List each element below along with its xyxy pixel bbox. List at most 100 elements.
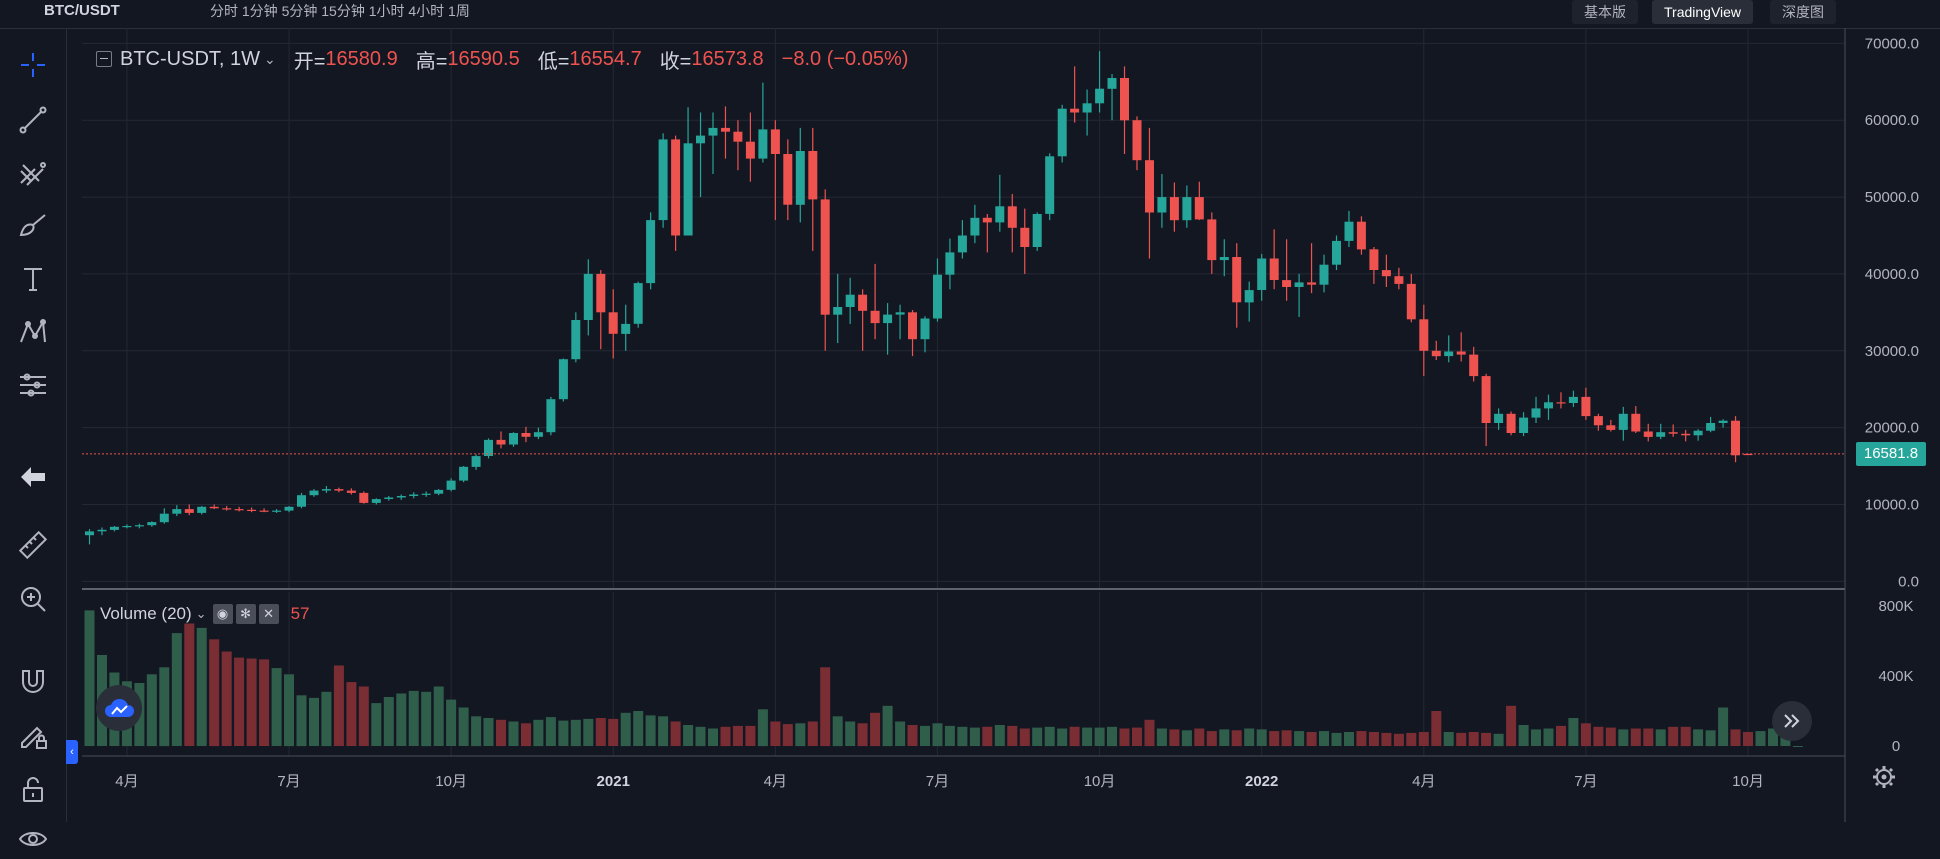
price-tick-label: 40000.0 bbox=[1865, 266, 1919, 283]
crosshair-icon[interactable] bbox=[13, 45, 53, 85]
candle bbox=[1394, 267, 1404, 290]
candle bbox=[982, 214, 992, 253]
collapse-toolbar-icon[interactable]: ‹ bbox=[66, 740, 78, 764]
candle bbox=[1606, 419, 1616, 432]
gear-icon[interactable]: ✻ bbox=[235, 604, 256, 624]
text-icon[interactable] bbox=[13, 259, 53, 299]
volume-bar bbox=[1743, 732, 1753, 746]
tab-tradingview[interactable]: TradingView bbox=[1652, 0, 1754, 24]
gear-icon[interactable] bbox=[1873, 766, 1895, 788]
symbol-label[interactable]: BTC-USDT, 1W bbox=[120, 47, 260, 70]
tab-depth[interactable]: 深度图 bbox=[1770, 0, 1836, 24]
price-chart[interactable]: 70000.0 60000.0 50000.0 40000.0 30000.0 20000… bbox=[0, 0, 1940, 822]
zoom-in-icon[interactable] bbox=[13, 579, 53, 619]
ruler-icon[interactable] bbox=[13, 525, 53, 565]
volume-bar bbox=[209, 639, 220, 747]
close-icon[interactable]: ✕ bbox=[258, 604, 279, 624]
candle bbox=[1731, 416, 1740, 463]
candle bbox=[571, 312, 581, 363]
back-arrow-icon[interactable] bbox=[13, 457, 53, 497]
candle bbox=[184, 504, 194, 516]
candle bbox=[1269, 229, 1279, 290]
volume-bar bbox=[820, 667, 831, 747]
change-value: −8.0 (−0.05%) bbox=[781, 47, 909, 70]
volume-bar bbox=[845, 721, 856, 746]
volume-title[interactable]: Volume (20) bbox=[100, 604, 192, 623]
candle bbox=[1194, 181, 1204, 221]
last-price-label: 16581.8 bbox=[1856, 442, 1926, 466]
volume-bar bbox=[346, 682, 357, 746]
pair-title[interactable]: BTC/USDT bbox=[44, 2, 120, 19]
candle bbox=[1668, 424, 1678, 437]
volume-axis[interactable]: 800K 400K 0 bbox=[1878, 598, 1913, 755]
volume-bar bbox=[1119, 728, 1130, 746]
candle bbox=[1631, 406, 1641, 433]
candle bbox=[758, 82, 768, 163]
low-label: 低= bbox=[537, 50, 570, 73]
candle bbox=[1107, 74, 1117, 121]
volume-bar bbox=[1381, 732, 1392, 746]
candle bbox=[1356, 216, 1366, 255]
candle bbox=[1581, 387, 1591, 420]
volume-bar bbox=[1231, 730, 1242, 747]
magnet-icon[interactable] bbox=[13, 661, 53, 701]
candle bbox=[1332, 235, 1341, 271]
volume-bar bbox=[1132, 727, 1142, 746]
candle bbox=[1157, 174, 1167, 228]
brush-icon[interactable] bbox=[13, 205, 53, 245]
volume-bar bbox=[84, 610, 95, 746]
candle bbox=[546, 396, 556, 436]
volume-bar bbox=[1319, 731, 1329, 746]
candle bbox=[409, 492, 419, 499]
eye-icon[interactable] bbox=[13, 819, 53, 859]
unlock-icon[interactable] bbox=[13, 769, 53, 809]
trend-line-icon[interactable] bbox=[13, 100, 53, 140]
pattern-icon[interactable] bbox=[13, 312, 53, 352]
candle bbox=[434, 489, 444, 496]
price-axis[interactable]: 70000.0 60000.0 50000.0 40000.0 30000.0 20000… bbox=[1865, 35, 1919, 590]
volume-bar bbox=[284, 674, 294, 747]
scroll-right-icon[interactable] bbox=[1772, 701, 1812, 741]
lock-pencil-icon[interactable] bbox=[13, 715, 53, 755]
candle bbox=[933, 258, 942, 322]
candle bbox=[234, 506, 244, 512]
tab-basic[interactable]: 基本版 bbox=[1572, 0, 1638, 24]
volume-bar bbox=[1057, 728, 1068, 746]
volume-bar bbox=[1032, 727, 1043, 746]
volume-bar bbox=[1655, 729, 1666, 746]
volume-bar bbox=[1755, 731, 1766, 746]
price-tick-label: 60000.0 bbox=[1865, 112, 1919, 129]
candle bbox=[309, 489, 319, 497]
candle bbox=[1656, 423, 1666, 440]
volume-bar bbox=[670, 721, 681, 746]
forecast-icon[interactable] bbox=[13, 365, 53, 405]
time-axis[interactable]: 4月 7月 10月 2021 4月 7月 10月 2022 4月 7月 10月 bbox=[115, 773, 1764, 790]
candle bbox=[1681, 429, 1691, 442]
chevron-down-icon[interactable]: ⌄ bbox=[264, 50, 276, 67]
volume-bar bbox=[521, 723, 531, 747]
candle bbox=[1344, 210, 1354, 247]
candle bbox=[1369, 247, 1379, 284]
candle bbox=[1244, 281, 1254, 322]
candle bbox=[833, 273, 843, 344]
volume-bar bbox=[1107, 726, 1117, 747]
chevron-down-icon[interactable]: ⌄ bbox=[195, 606, 207, 621]
candle bbox=[247, 507, 257, 513]
candle bbox=[1082, 89, 1092, 136]
volume-bar bbox=[333, 665, 344, 746]
time-tick-label: 4月 bbox=[764, 773, 787, 790]
volume-bar bbox=[720, 726, 731, 747]
volume-bar bbox=[595, 718, 606, 746]
volume-bar bbox=[383, 697, 394, 746]
candle bbox=[683, 107, 693, 236]
collapse-icon[interactable] bbox=[96, 51, 112, 67]
volume-bar bbox=[645, 715, 656, 746]
candle bbox=[1419, 304, 1429, 377]
volume-bar bbox=[608, 718, 619, 746]
eye-icon[interactable]: ◉ bbox=[212, 604, 233, 624]
interval-selector[interactable]: 分时 1分钟 5分钟 15分钟 1小时 4小时 1周 bbox=[210, 3, 470, 19]
volume-bar bbox=[1393, 733, 1404, 747]
cloud-icon[interactable] bbox=[96, 685, 142, 731]
volume-bar bbox=[458, 707, 469, 746]
fib-icon[interactable] bbox=[13, 153, 53, 193]
